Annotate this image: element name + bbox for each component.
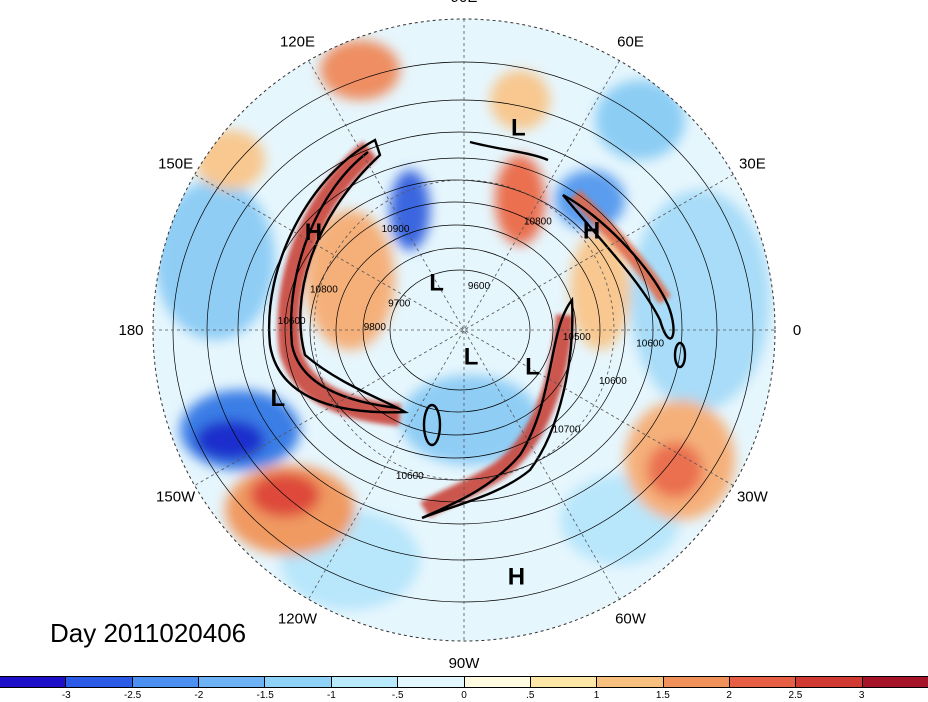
contour-label: 9600 (468, 281, 491, 292)
colorbar-tick-label: -.5 (391, 690, 404, 701)
map-boundary (152, 18, 776, 642)
low-pressure-marker: L (270, 385, 285, 412)
colorbar (0, 676, 928, 688)
colorbar-tick-label: -1.5 (256, 690, 274, 701)
low-pressure-marker: L (525, 353, 540, 380)
colorbar-tick-label: -1 (326, 690, 336, 701)
colorbar-swatch (464, 677, 531, 687)
longitude-label: 150E (158, 156, 193, 173)
contour-label: 10500 (563, 332, 591, 343)
contour-label: 10600 (396, 471, 424, 482)
colorbar-swatch (66, 677, 133, 687)
colorbar-tick-label: -3 (61, 690, 71, 701)
high-pressure-marker: H (583, 217, 600, 244)
date-label: Day 2011020406 (50, 618, 247, 648)
contour-label: 10600 (636, 338, 664, 349)
colorbar-swatch (0, 677, 67, 687)
longitude-label: 30W (737, 489, 769, 506)
colorbar-tick-label: -2.5 (123, 690, 142, 701)
colorbar-tick-label: 2 (726, 690, 732, 701)
longitude-label: 120W (278, 610, 318, 627)
longitude-labels: 90E 60E 30E 0 30W 60W 90W 120W 150W 180 150E 120E (118, 0, 801, 672)
longitude-label: 90E (451, 0, 478, 6)
longitude-label: 180 (118, 322, 143, 339)
contour-labels: 10900 10800 10800 10600 9800 9700 9600 10500 106… (278, 216, 665, 481)
low-pressure-marker: L (511, 114, 526, 141)
longitude-label: 0 (793, 322, 801, 339)
graticule (153, 19, 775, 641)
low-pressure-marker: L (464, 343, 479, 370)
colorbar-tick-label: 1 (593, 690, 600, 701)
colorbar-swatch (265, 677, 332, 687)
colorbar-swatch (796, 677, 863, 687)
high-pressure-marker: H (508, 563, 525, 590)
contour-label: 10800 (524, 216, 552, 227)
colorbar-tick-label: 0 (461, 690, 467, 701)
colorbar-swatch (132, 677, 200, 687)
colorbar-swatch (530, 677, 598, 687)
contour-label: 9800 (364, 322, 387, 333)
longitude-label: 30E (739, 156, 766, 173)
colorbar-tick-label: .5 (526, 690, 535, 701)
colorbar-tick-label: 1.5 (655, 690, 670, 701)
contour-label: 10600 (599, 376, 627, 387)
colorbar-swatch (597, 677, 664, 687)
contour-label: 9700 (388, 298, 411, 309)
colorbar-swatch (729, 677, 797, 687)
colorbar-tick-label: 3 (858, 690, 865, 701)
contour-label: 10900 (382, 224, 410, 235)
colorbar-tick-label: -2 (194, 690, 204, 701)
anomaly-field (153, 19, 775, 641)
longitude-label: 150W (156, 489, 196, 506)
high-pressure-marker: H (305, 219, 322, 246)
longitude-label: 60E (617, 34, 644, 51)
longitude-label: 90W (449, 655, 481, 672)
contour-label: 10800 (310, 284, 338, 295)
colorbar-ticks: -3 -2.5 -2 -1.5 -1 -.5 0 .5 1 1.5 2 2.5 3 (0, 690, 928, 702)
colorbar-swatch (862, 677, 928, 687)
longitude-label: 60W (615, 610, 647, 627)
colorbar-swatch (331, 677, 399, 687)
colorbar-swatch (663, 677, 730, 687)
low-pressure-marker: L (429, 270, 444, 297)
pressure-system-markers: L H H L L L L H (270, 114, 600, 590)
longitude-label: 120E (280, 34, 315, 51)
colorbar-swatch (398, 677, 465, 687)
contour-label: 10600 (278, 316, 306, 327)
colorbar-swatch (199, 677, 266, 687)
colorbar-tick-label: 2.5 (788, 690, 803, 701)
contour-label: 10700 (553, 425, 581, 436)
